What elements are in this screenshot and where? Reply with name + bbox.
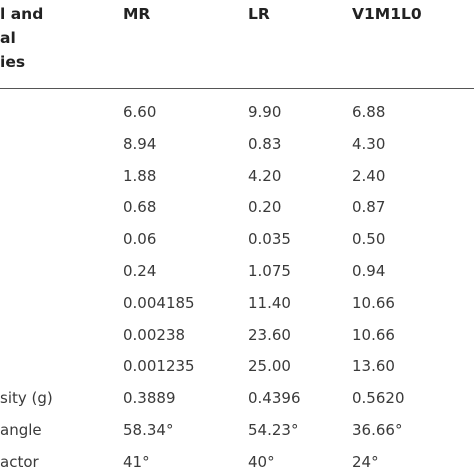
column-header: V1M1L0 <box>352 5 422 23</box>
cell: 24° <box>352 452 379 471</box>
cell: 0.94 <box>352 262 386 280</box>
cell: 2.40 <box>352 166 386 185</box>
cell: 0.3889 <box>123 389 176 408</box>
cell: 0.001235 <box>123 357 195 376</box>
cell: 0.004185 <box>123 293 195 312</box>
cell: 25.00 <box>248 357 291 376</box>
cell: 40° <box>248 452 275 471</box>
column-header: MR <box>123 5 151 23</box>
cell: 54.23° <box>248 421 299 439</box>
stub-header: l and <box>0 5 44 23</box>
cell: 41° <box>123 452 150 471</box>
cell: 58.34° <box>123 421 174 439</box>
row-label: sity (g) <box>0 389 53 408</box>
cell: 0.06 <box>123 230 157 249</box>
cell: 0.50 <box>352 230 386 249</box>
cell: 4.30 <box>352 134 386 153</box>
cell: 0.87 <box>352 198 386 217</box>
cell: 0.83 <box>248 134 282 153</box>
cell: 0.5620 <box>352 389 405 408</box>
cell: 13.60 <box>352 357 395 376</box>
cell: 8.94 <box>123 134 157 153</box>
cell: 10.66 <box>352 293 395 312</box>
cell: 23.60 <box>248 325 291 344</box>
cell: 0.20 <box>248 198 282 217</box>
cell: 0.68 <box>123 198 157 217</box>
cell: 11.40 <box>248 293 291 312</box>
cell: 0.24 <box>123 262 157 280</box>
stub-header: al <box>0 29 16 47</box>
cell: 36.66° <box>352 421 403 439</box>
cell: 0.035 <box>248 230 291 249</box>
cell: 6.88 <box>352 103 386 121</box>
cell: 0.00238 <box>123 325 186 344</box>
cell: 6.60 <box>123 103 157 121</box>
cell: 1.075 <box>248 262 291 280</box>
stub-header: ies <box>0 53 26 71</box>
row-label: actor <box>0 452 39 471</box>
cell: 0.4396 <box>248 389 301 408</box>
cell: 1.88 <box>123 166 157 185</box>
header-rule <box>0 88 474 89</box>
row-label: angle <box>0 421 42 439</box>
cell: 10.66 <box>352 325 395 344</box>
cell: 4.20 <box>248 166 282 185</box>
cell: 9.90 <box>248 103 282 121</box>
column-header: LR <box>248 5 270 23</box>
